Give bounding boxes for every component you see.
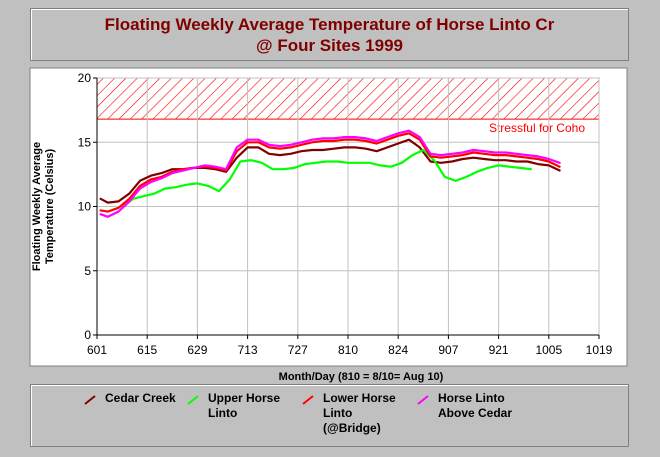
x-tick-label: 824 (388, 343, 408, 357)
series-line-2 (120, 148, 533, 209)
series-line-4 (99, 129, 561, 218)
legend-swatch (417, 395, 429, 405)
x-tick-label: 615 (137, 343, 157, 357)
legend: Cedar Creek Upper Horse Linto Lower Horse … (30, 384, 629, 447)
legend-label: Cedar Creek (105, 391, 176, 405)
x-tick-label: 713 (238, 343, 258, 357)
x-axis-title: Month/Day (810 = 8/10= Aug 10) (279, 371, 444, 383)
y-tick-label: 0 (84, 328, 91, 342)
x-tick-label: 1019 (586, 343, 613, 357)
series-line-3 (99, 132, 561, 213)
chart-title: Floating Weekly Average Temperature of H… (104, 15, 555, 34)
x-tick-label: 727 (288, 343, 308, 357)
x-tick-label: 629 (187, 343, 207, 357)
legend-label: Lower Horse Linto (@Bridge) (323, 391, 396, 435)
legend-swatch (187, 395, 199, 405)
y-tick-label: 10 (78, 200, 92, 214)
legend-swatch (302, 395, 314, 405)
chart-title-box: Floating Weekly Average Temperature of H… (30, 8, 629, 61)
x-tick-label: 921 (489, 343, 509, 357)
series-line-1 (99, 138, 561, 204)
x-tick-label: 907 (438, 343, 458, 357)
legend-swatch (84, 395, 96, 405)
threshold-label: Stressful for Coho (489, 121, 585, 135)
y-axis-title: Floating Weekly AverageTemperature (Cels… (31, 142, 56, 271)
x-tick-label: 1005 (535, 343, 562, 357)
x-tick-label: 810 (338, 343, 358, 357)
legend-label: Horse Linto Above Cedar (438, 391, 513, 420)
legend-label: Upper Horse Linto (208, 391, 281, 420)
chart-subtitle: @ Four Sites 1999 (256, 36, 403, 55)
y-tick-label: 20 (78, 71, 92, 85)
x-tick-label: 601 (87, 343, 107, 357)
y-tick-label: 5 (84, 264, 91, 278)
chart-area: Stressful for Coho 0 5 10 15 20 601 615 629 713 7… (29, 67, 628, 383)
y-tick-label: 15 (78, 135, 92, 149)
